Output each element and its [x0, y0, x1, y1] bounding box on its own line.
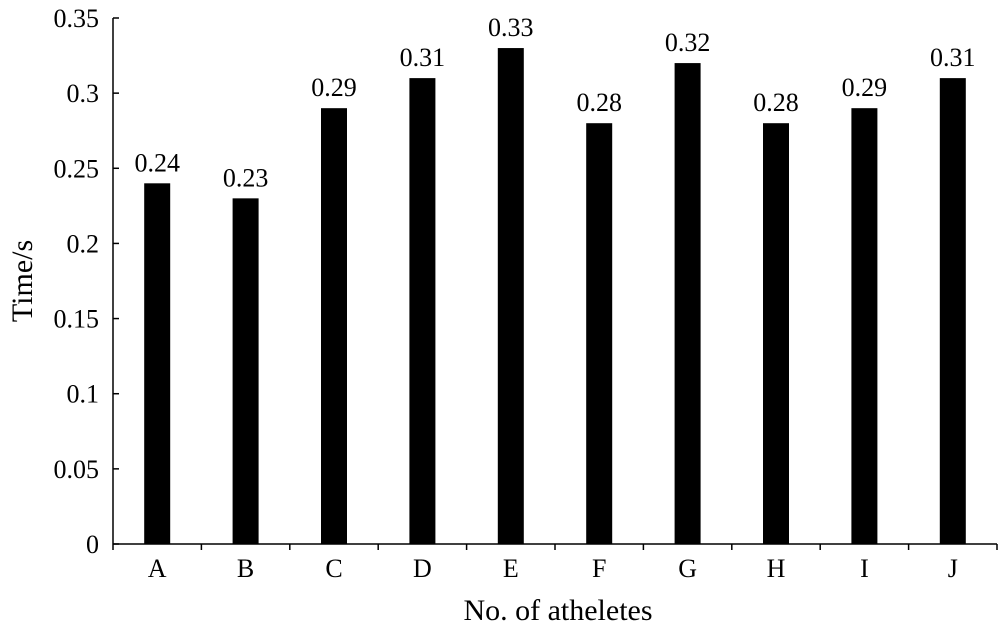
data-label-G: 0.32: [665, 28, 711, 57]
x-tick-label: B: [237, 554, 254, 583]
data-label-I: 0.29: [842, 73, 888, 102]
x-tick-label: E: [503, 554, 519, 583]
bar-C: [321, 108, 347, 545]
bar-F: [586, 123, 613, 544]
data-label-B: 0.23: [223, 163, 269, 192]
x-tick-label: A: [148, 554, 167, 583]
bar-A: [144, 183, 171, 545]
bar-H: [763, 123, 789, 544]
y-tick-label: 0.2: [67, 229, 100, 258]
data-label-C: 0.29: [311, 73, 357, 102]
y-tick-label: 0.05: [54, 455, 100, 484]
bar-E: [497, 48, 524, 545]
y-tick-label: 0.3: [67, 79, 100, 108]
data-label-E: 0.33: [488, 13, 534, 42]
y-ticks: 0 0.05 0.1 0.15 0.2 0.25 0.3 0.35: [54, 4, 119, 559]
x-tick-label: F: [592, 554, 606, 583]
y-tick-label: 0.15: [54, 305, 100, 334]
y-tick-label: 0.1: [67, 380, 100, 409]
data-label-J: 0.31: [930, 43, 976, 72]
x-tick-label: D: [413, 554, 432, 583]
x-tick-label: H: [767, 554, 786, 583]
bars: [144, 48, 966, 545]
bar-J: [939, 78, 966, 544]
x-axis-title: No. of atheletes: [463, 594, 652, 627]
data-label-D: 0.31: [400, 43, 446, 72]
y-tick-label: 0.35: [54, 4, 100, 33]
data-label-A: 0.24: [134, 148, 180, 177]
bar-B: [232, 198, 259, 545]
data-label-F: 0.28: [576, 88, 622, 117]
bar-D: [409, 78, 436, 544]
x-ticks: A B C D E F G H I J: [112, 544, 998, 583]
x-tick-label: I: [860, 554, 869, 583]
y-axis-title: Time/s: [6, 240, 39, 322]
y-tick-label: 0: [86, 530, 99, 559]
bar-I: [851, 108, 878, 545]
x-tick-label: G: [678, 554, 697, 583]
y-tick-label: 0.25: [54, 154, 100, 183]
data-label-H: 0.28: [753, 88, 799, 117]
bar-G: [674, 63, 701, 544]
x-tick-label: C: [325, 554, 342, 583]
data-labels: 0.24 0.23 0.29 0.31 0.33 0.28 0.32 0.28 0.29 0.31: [134, 13, 975, 192]
x-tick-label: J: [948, 554, 958, 583]
plot-area: 0 0.05 0.1 0.15 0.2 0.25 0.3 0.35 A B C D E F G H I J 0.…: [54, 4, 998, 583]
